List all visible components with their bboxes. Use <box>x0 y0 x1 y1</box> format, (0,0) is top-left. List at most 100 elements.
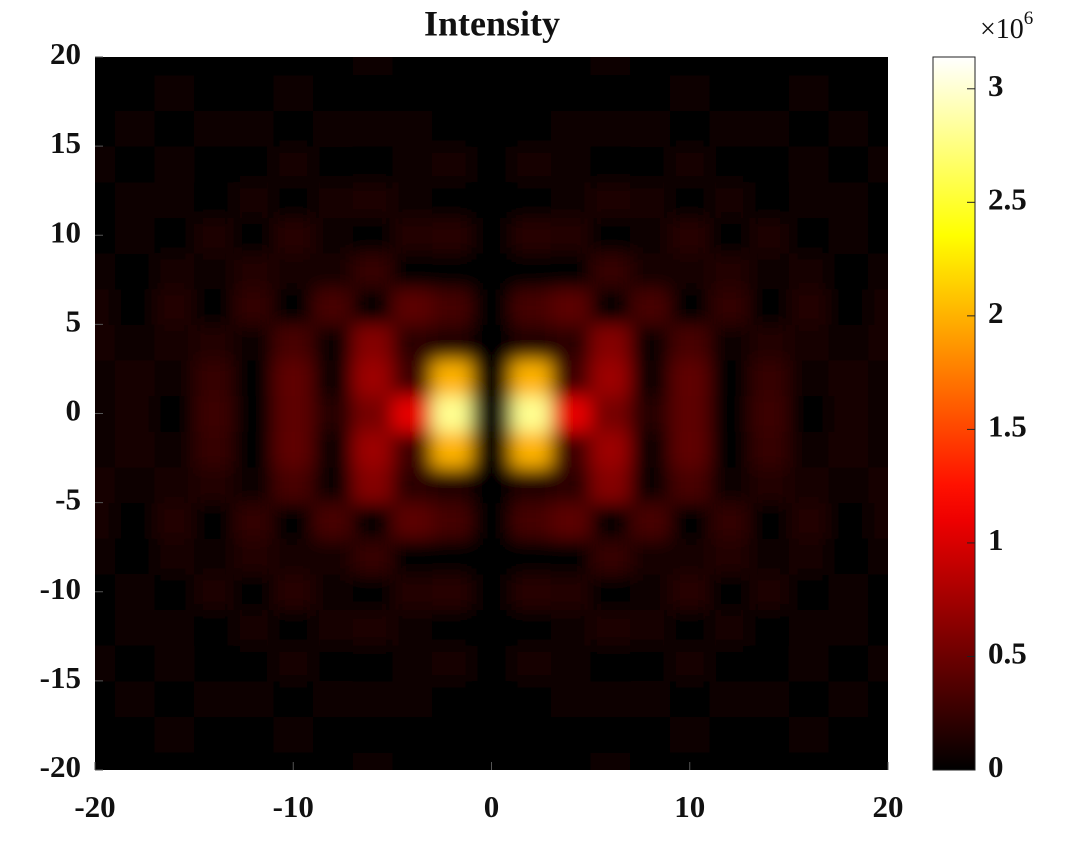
heatmap-cell <box>233 360 274 397</box>
heatmap-cell <box>273 146 314 183</box>
heatmap-cell <box>114 360 155 397</box>
heatmap-cell <box>432 288 473 325</box>
heatmap-cell <box>114 431 155 468</box>
heatmap-cell <box>471 431 512 468</box>
heatmap-cell <box>669 360 711 397</box>
heatmap-cell <box>154 609 195 646</box>
heatmap-cell <box>313 217 354 254</box>
heatmap-cell <box>392 146 433 183</box>
heatmap-cell <box>114 573 155 611</box>
heatmap-cell <box>550 502 592 539</box>
heatmap-cell <box>709 181 750 218</box>
heatmap-cell <box>313 752 354 770</box>
heatmap-cell <box>273 680 314 718</box>
heatmap-cell <box>154 57 195 76</box>
heatmap-cell <box>709 752 750 770</box>
heatmap <box>95 57 888 770</box>
heatmap-cell <box>868 146 888 183</box>
heatmap-cell <box>154 217 195 254</box>
heatmap-cell <box>868 395 888 432</box>
heatmap-cell <box>352 288 393 325</box>
heatmap-cell <box>95 716 116 753</box>
heatmap-cell <box>233 57 274 76</box>
heatmap-cell <box>590 573 631 611</box>
heatmap-cell <box>114 502 155 539</box>
heatmap-cell <box>749 253 790 290</box>
heatmap-cell <box>788 217 830 254</box>
x-tick-label: -10 <box>273 789 314 824</box>
heatmap-cell <box>550 752 592 770</box>
heatmap-cell <box>352 395 393 432</box>
heatmap-cell <box>95 146 116 183</box>
heatmap-cell <box>313 146 354 183</box>
heatmap-cell <box>352 752 393 770</box>
heatmap-cell <box>313 57 354 76</box>
heatmap-cell <box>669 573 711 611</box>
heatmap-cell <box>471 573 512 611</box>
heatmap-cell <box>352 466 393 504</box>
heatmap-cell <box>709 395 750 432</box>
heatmap-cell <box>749 324 790 361</box>
heatmap-cell <box>749 360 790 397</box>
heatmap-cell <box>669 538 711 575</box>
heatmap-cell <box>511 74 552 111</box>
heatmap-cell <box>511 253 552 290</box>
heatmap-cell <box>788 609 830 646</box>
heatmap-cell <box>630 752 671 770</box>
heatmap-cell <box>194 181 235 218</box>
heatmap-cell <box>233 288 274 325</box>
heatmap-cell <box>868 110 888 147</box>
heatmap-cell <box>630 288 671 325</box>
heatmap-cell <box>154 110 195 147</box>
heatmap-cell <box>95 466 116 504</box>
heatmap-cell <box>471 502 512 539</box>
heatmap-cell <box>154 431 195 468</box>
heatmap-cell <box>273 502 314 539</box>
heatmap-cell <box>550 181 592 218</box>
heatmap-cell <box>788 110 830 147</box>
heatmap-cell <box>114 181 155 218</box>
heatmap-cell <box>313 609 354 646</box>
heatmap-cell <box>432 680 473 718</box>
heatmap-cell <box>114 752 155 770</box>
heatmap-cell <box>154 181 195 218</box>
heatmap-cell <box>95 752 116 770</box>
heatmap-cell <box>788 324 830 361</box>
heatmap-cell <box>154 502 195 539</box>
heatmap-cell <box>709 716 750 753</box>
colorbar-tick-label: 2 <box>988 295 1004 330</box>
heatmap-cell <box>313 680 354 718</box>
heatmap-cell <box>233 74 274 111</box>
heatmap-cell <box>313 502 354 539</box>
heatmap-cell <box>273 57 314 76</box>
heatmap-cell <box>95 431 116 468</box>
heatmap-cell <box>788 431 830 468</box>
heatmap-cell <box>114 217 155 254</box>
heatmap-cell <box>233 181 274 218</box>
heatmap-cell <box>154 253 195 290</box>
heatmap-cell <box>590 538 631 575</box>
heatmap-cell <box>194 395 235 432</box>
heatmap-cell <box>114 110 155 147</box>
heatmap-cell <box>669 752 711 770</box>
heatmap-cell <box>669 466 711 504</box>
heatmap-cell <box>788 680 830 718</box>
heatmap-cell <box>630 431 671 468</box>
heatmap-cell <box>828 716 869 753</box>
heatmap-cell <box>709 324 750 361</box>
heatmap-cell <box>630 110 671 147</box>
heatmap-cell <box>749 57 790 76</box>
heatmap-cell <box>233 253 274 290</box>
heatmap-cell <box>392 395 433 432</box>
heatmap-cell <box>95 538 116 575</box>
heatmap-cell <box>471 716 512 753</box>
heatmap-cell <box>471 288 512 325</box>
heatmap-cell <box>709 609 750 646</box>
heatmap-cell <box>550 288 592 325</box>
heatmap-cell <box>511 573 552 611</box>
colorbar-tick-label: 2.5 <box>988 181 1027 216</box>
heatmap-cell <box>550 360 592 397</box>
heatmap-cell <box>114 57 155 76</box>
heatmap-cell <box>313 573 354 611</box>
heatmap-cell <box>868 253 888 290</box>
